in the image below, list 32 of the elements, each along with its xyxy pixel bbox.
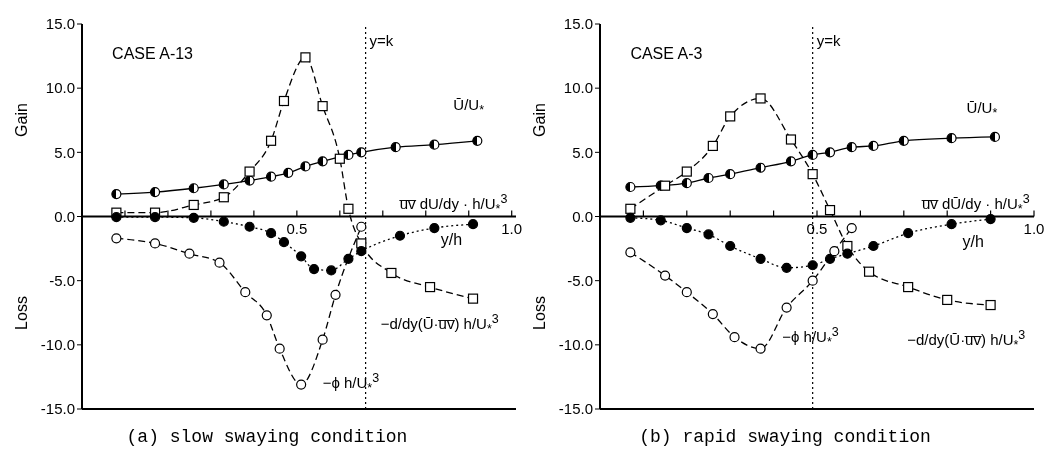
x-tick-label: 0.5 (806, 219, 828, 237)
y-tick-label: -15.0 (558, 400, 593, 418)
ref-line-label: y=k (816, 31, 841, 49)
series-label: Ū/U$_{*}$ (966, 98, 998, 120)
annotation: CASE A-3 (630, 44, 703, 63)
y-tick-label: -10.0 (40, 336, 75, 354)
y-tick-label: -5.0 (567, 271, 593, 289)
x-axis-title: y/h (440, 230, 463, 249)
y-axis-title: Gain (13, 103, 31, 138)
text: Loss (531, 295, 549, 330)
y-tick-label: 10.0 (45, 79, 75, 97)
y-tick-label: 5.0 (572, 143, 593, 161)
x-tick-label: 0.5 (286, 219, 308, 237)
series-label: Ū/U$_{*}$ (453, 95, 485, 117)
text: (b) rapid swaying condition (638, 427, 932, 447)
x-tick-label: 1.0 (1023, 219, 1045, 237)
ref-line-label: y=k (369, 31, 394, 49)
y-tick-label: 15.0 (563, 15, 593, 33)
x-tick-label: 1.0 (501, 219, 523, 237)
y-tick-label: 0.0 (54, 207, 75, 225)
y-tick-label: -5.0 (49, 271, 75, 289)
y-tick-label: 15.0 (45, 15, 75, 33)
y-tick-label: 10.0 (563, 79, 593, 97)
text: Loss (13, 295, 31, 330)
y-tick-label: 0.0 (572, 207, 593, 225)
y-tick-label: -15.0 (40, 400, 75, 418)
y-axis-title: Gain (531, 103, 549, 138)
x-axis-title: y/h (962, 233, 984, 252)
text: (a) slow swaying condition (125, 427, 409, 447)
annotation: CASE A-13 (112, 44, 194, 63)
y-tick-label: 5.0 (54, 143, 75, 161)
y-tick-label: -10.0 (558, 336, 593, 354)
